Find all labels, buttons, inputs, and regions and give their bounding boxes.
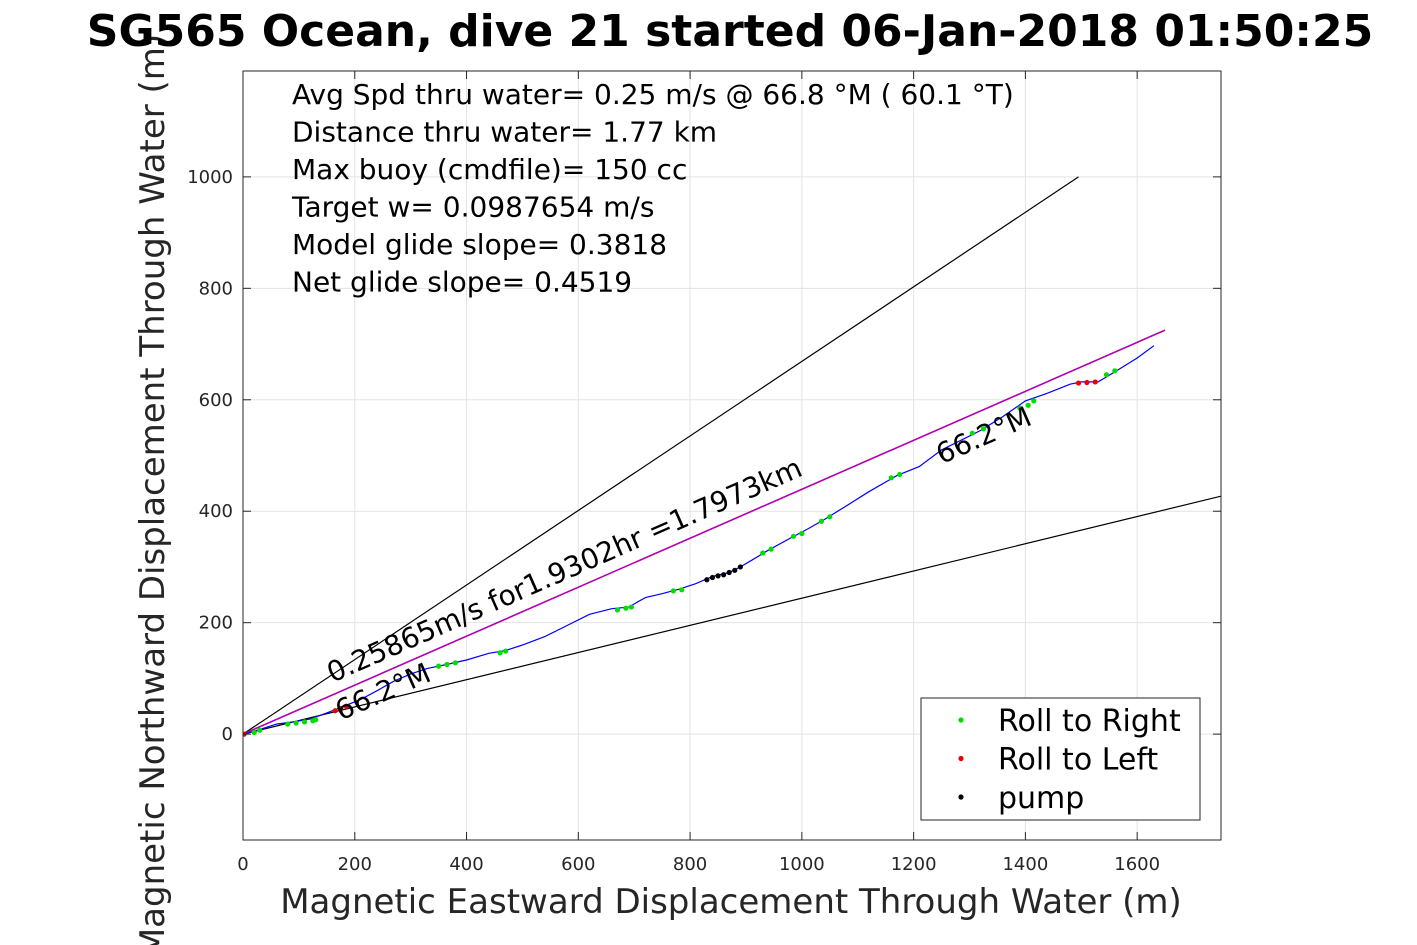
y-axis-ticks: 0 200 400 600 800 1000: [187, 167, 1221, 745]
marker-roll-to-right: [497, 650, 503, 656]
marker-roll-to-right: [827, 514, 833, 520]
marker-roll-to-right: [1031, 398, 1037, 404]
marker-roll-to-right: [799, 530, 805, 537]
info-line: Target w= 0.0987654 m/s: [291, 191, 654, 224]
marker-pump: [721, 572, 727, 578]
marker-roll-to-right: [293, 720, 299, 726]
y-tick-label: 400: [199, 501, 233, 522]
x-axis-ticks: 0 200 400 600 800 1000 1200 1400 1600: [237, 71, 1160, 875]
marker-roll-to-right: [436, 663, 442, 669]
marker-roll-to-right: [251, 729, 257, 736]
x-tick-label: 600: [561, 854, 595, 875]
marker-roll-to-right: [614, 607, 621, 613]
marker-roll-to-right: [679, 587, 685, 593]
marker-pump: [732, 567, 738, 573]
info-line: Net glide slope= 0.4519: [292, 266, 632, 299]
marker-roll-to-right: [790, 533, 797, 539]
marker-roll-to-right: [1017, 405, 1023, 411]
marker-roll-to-right: [452, 660, 458, 666]
y-tick-label: 600: [199, 390, 233, 411]
marker-roll-to-left: [332, 708, 338, 714]
marker-pump: [726, 569, 732, 576]
y-tick-label: 800: [199, 278, 233, 299]
marker-pump: [704, 577, 710, 583]
x-tick-label: 400: [449, 854, 483, 875]
x-tick-label: 0: [237, 854, 248, 875]
legend-marker: [958, 755, 964, 762]
marker-roll-to-right: [969, 430, 975, 436]
marker-roll-to-right: [670, 588, 676, 594]
marker-roll-to-right: [301, 719, 308, 725]
marker-roll-to-right: [257, 727, 263, 733]
y-tick-label: 200: [199, 613, 233, 634]
marker-roll-to-right: [768, 546, 774, 552]
marker-roll-to-left: [1084, 379, 1090, 386]
x-tick-label: 1200: [891, 854, 937, 875]
x-tick-label: 1400: [1002, 854, 1048, 875]
marker-roll-to-right: [628, 604, 635, 610]
marker-roll-to-right: [980, 426, 987, 432]
marker-pump: [709, 574, 716, 581]
marker-roll-to-right: [503, 648, 509, 654]
marker-roll-to-right: [888, 475, 894, 481]
reference-line-heading: [243, 329, 1166, 735]
marker-pump: [737, 564, 743, 570]
marker-roll-to-right: [897, 471, 903, 478]
chart-title: SG565 Ocean, dive 21 started 06-Jan-2018…: [87, 6, 1373, 57]
marker-roll-to-left: [1075, 380, 1082, 386]
info-line: Max buoy (cmdfile)= 150 cc: [292, 153, 687, 186]
marker-roll-to-left: [1092, 379, 1098, 385]
legend-marker: [958, 794, 964, 800]
marker-roll-to-right: [1112, 368, 1118, 374]
y-tick-label: 0: [222, 724, 233, 745]
legend-entry: Roll to Right: [998, 704, 1181, 739]
x-tick-label: 1000: [779, 854, 825, 875]
legend-marker: [958, 717, 964, 723]
x-axis-label: Magnetic Eastward Displacement Through W…: [280, 882, 1182, 922]
legend-entry: Roll to Left: [998, 743, 1158, 778]
marker-pump: [715, 573, 721, 579]
legend-entry: pump: [998, 781, 1084, 816]
track-line: [243, 345, 1155, 735]
x-tick-label: 200: [338, 854, 372, 875]
plot-content: [243, 176, 1221, 737]
x-tick-label: 1600: [1114, 854, 1160, 875]
marker-roll-to-right: [623, 605, 629, 611]
marker-roll-to-right: [444, 661, 450, 668]
reference-line-upper: [243, 176, 1079, 735]
y-axis-label: Magnetic Northward Displacement Through …: [133, 34, 173, 945]
info-text-block: Avg Spd thru water= 0.25 m/s @ 66.8 °M (…: [291, 78, 1014, 299]
marker-roll-to-right: [313, 717, 319, 723]
marker-roll-to-right: [1025, 402, 1031, 408]
marker-roll-to-left: [338, 705, 344, 712]
legend-box: [920, 697, 1201, 821]
info-line: Avg Spd thru water= 0.25 m/s @ 66.8 °M (…: [292, 78, 1014, 111]
y-tick-label: 1000: [187, 167, 233, 188]
reference-line-lower: [243, 495, 1221, 735]
info-line: Model glide slope= 0.3818: [292, 228, 667, 261]
marker-roll-to-right: [818, 518, 825, 524]
marker-roll-to-right: [285, 721, 291, 727]
axes-frame: [242, 70, 1222, 841]
x-tick-label: 800: [673, 854, 707, 875]
info-line: Distance thru water= 1.77 km: [292, 116, 717, 149]
marker-roll-to-right: [760, 550, 766, 556]
marker-roll-to-left: [343, 703, 349, 709]
marker-roll-to-right: [1103, 372, 1110, 378]
